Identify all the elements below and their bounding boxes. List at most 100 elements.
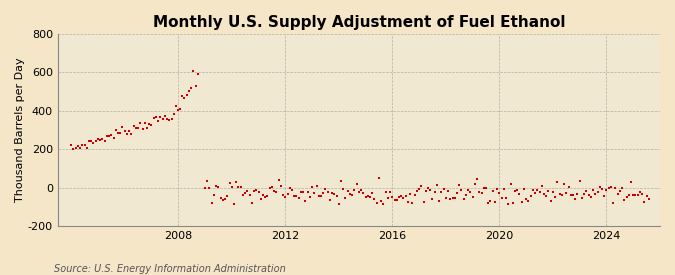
Point: [525, 194, 536, 198]
Point: [320, 187, 331, 191]
Point: [217, 198, 228, 202]
Point: [342, 189, 353, 193]
Point: [418, 199, 429, 204]
Point: [400, 193, 411, 198]
Point: [170, 104, 181, 108]
Point: [351, 182, 362, 186]
Point: [409, 193, 420, 197]
Point: [610, 186, 621, 190]
Point: [554, 192, 565, 196]
Point: [122, 131, 132, 136]
Point: [467, 194, 478, 199]
Point: [340, 196, 351, 200]
Point: [135, 121, 146, 126]
Point: [512, 188, 522, 192]
Point: [179, 96, 190, 100]
Point: [291, 194, 302, 199]
Point: [133, 126, 144, 131]
Point: [172, 108, 183, 112]
Point: [282, 192, 293, 197]
Point: [72, 144, 83, 148]
Point: [597, 186, 608, 191]
Point: [545, 199, 556, 203]
Point: [354, 190, 364, 195]
Point: [182, 93, 192, 97]
Point: [559, 182, 570, 186]
Point: [508, 201, 518, 206]
Point: [436, 190, 447, 194]
Point: [583, 192, 594, 197]
Point: [90, 139, 101, 144]
Point: [246, 200, 257, 205]
Point: [570, 197, 580, 201]
Point: [260, 195, 271, 199]
Point: [568, 193, 578, 197]
Point: [447, 196, 458, 200]
Point: [572, 192, 583, 196]
Point: [262, 193, 273, 198]
Point: [213, 185, 223, 189]
Point: [146, 123, 157, 127]
Point: [530, 191, 541, 195]
Point: [588, 187, 599, 192]
Y-axis label: Thousand Barrels per Day: Thousand Barrels per Day: [15, 57, 25, 202]
Point: [253, 190, 264, 194]
Point: [619, 198, 630, 202]
Point: [485, 199, 496, 203]
Point: [68, 147, 79, 152]
Point: [273, 178, 284, 182]
Point: [88, 141, 99, 145]
Point: [463, 187, 474, 192]
Point: [142, 126, 153, 131]
Point: [92, 137, 103, 141]
Point: [280, 195, 291, 200]
Point: [128, 123, 139, 128]
Point: [547, 190, 558, 194]
Point: [639, 200, 650, 204]
Point: [311, 184, 322, 188]
Point: [284, 186, 295, 190]
Point: [441, 195, 452, 200]
Point: [521, 197, 532, 201]
Point: [275, 184, 286, 188]
Point: [452, 191, 462, 196]
Point: [222, 193, 233, 198]
Point: [576, 196, 587, 200]
Point: [425, 187, 435, 192]
Point: [458, 197, 469, 201]
Point: [617, 186, 628, 190]
Point: [331, 194, 342, 199]
Point: [255, 196, 266, 201]
Point: [289, 194, 300, 198]
Point: [322, 189, 333, 194]
Point: [643, 197, 654, 201]
Point: [327, 191, 338, 196]
Point: [184, 88, 194, 93]
Point: [373, 176, 384, 180]
Point: [481, 185, 491, 190]
Point: [84, 139, 95, 143]
Point: [628, 193, 639, 197]
Point: [450, 196, 460, 200]
Point: [271, 189, 281, 194]
Point: [258, 193, 269, 197]
Point: [405, 192, 416, 196]
Point: [614, 188, 625, 193]
Point: [77, 143, 88, 148]
Point: [392, 198, 402, 202]
Point: [556, 193, 567, 197]
Point: [117, 125, 128, 129]
Point: [110, 128, 121, 133]
Point: [378, 201, 389, 206]
Point: [476, 191, 487, 195]
Point: [200, 186, 211, 190]
Point: [549, 195, 560, 199]
Point: [601, 188, 612, 192]
Point: [472, 177, 483, 181]
Point: [333, 202, 344, 206]
Point: [188, 69, 198, 74]
Point: [99, 139, 110, 143]
Point: [543, 189, 554, 194]
Point: [518, 187, 529, 192]
Point: [126, 132, 137, 136]
